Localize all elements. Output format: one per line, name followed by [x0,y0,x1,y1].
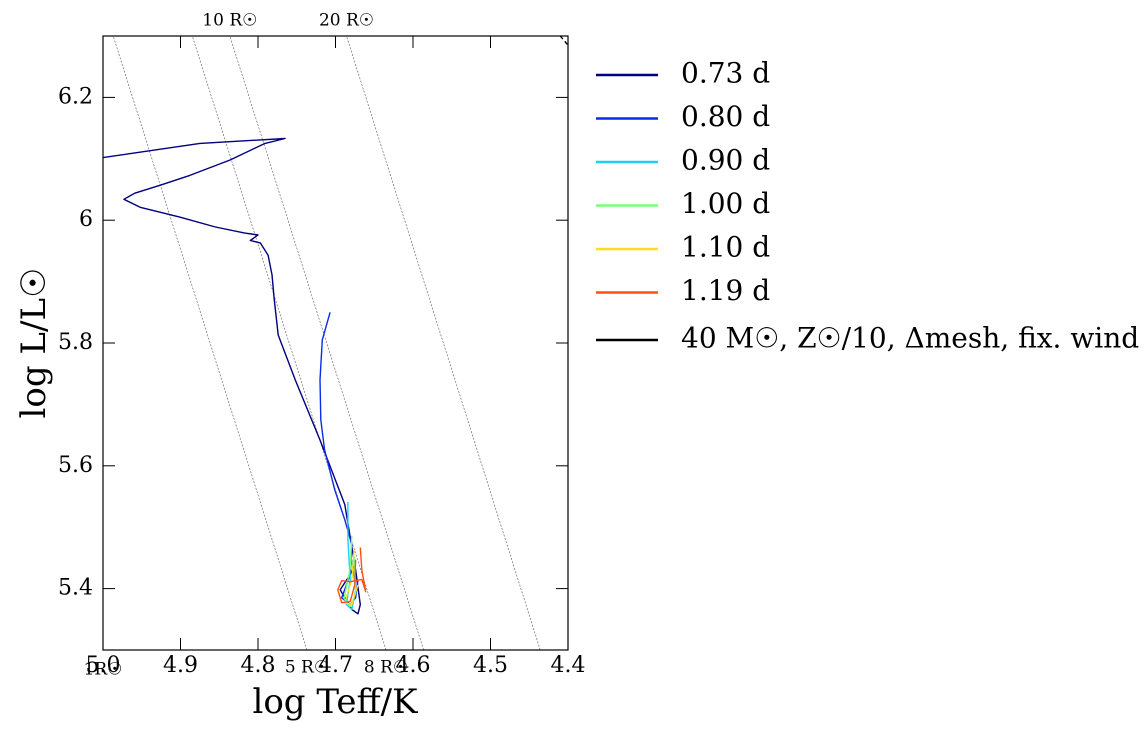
radius-line [112,36,308,650]
x-tick-label: 4.4 [551,653,586,678]
x-axis-label: log Teff/K [252,682,418,722]
track-line [559,36,568,46]
y-tick-label: 5.6 [58,453,93,478]
radius-line [346,36,541,650]
x-tick-label: 4.9 [163,653,198,678]
legend-label: 1.19 d [681,274,770,307]
x-tick-label: 4.7 [318,653,353,678]
x-tick-label: 4.6 [396,653,431,678]
annotation: 1R☉ [84,660,123,680]
legend-label: 1.00 d [681,187,770,220]
legend-label: 1.10 d [681,231,770,264]
radius-label: 20 R☉ [319,11,374,31]
radius-label: 8 R☉ [364,658,408,678]
legend-label: 0.80 d [681,100,770,133]
x-tick-label: 4.8 [241,653,276,678]
radius-line [229,36,424,650]
legend-label: 0.73 d [681,57,770,90]
track-line [337,547,367,604]
legend-label: 40 M☉, Z☉/10, Δmesh, fix. wind [681,322,1139,355]
radius-line [192,36,387,650]
axes-frame [102,35,569,651]
radius-label: 10 R☉ [202,11,257,31]
y-tick-label: 5.8 [58,330,93,355]
y-tick-label: 5.4 [58,576,93,601]
legend-label: 0.90 d [681,144,770,177]
x-tick-label: 5.0 [86,653,121,678]
radius-label: 5 R☉ [285,658,329,678]
y-tick-label: 6 [79,207,93,232]
y-tick-label: 6.2 [58,84,93,109]
y-axis-label: log L/L☉ [14,267,54,418]
track-line [103,137,361,615]
x-tick-label: 4.5 [473,653,508,678]
plot-area [103,36,568,650]
